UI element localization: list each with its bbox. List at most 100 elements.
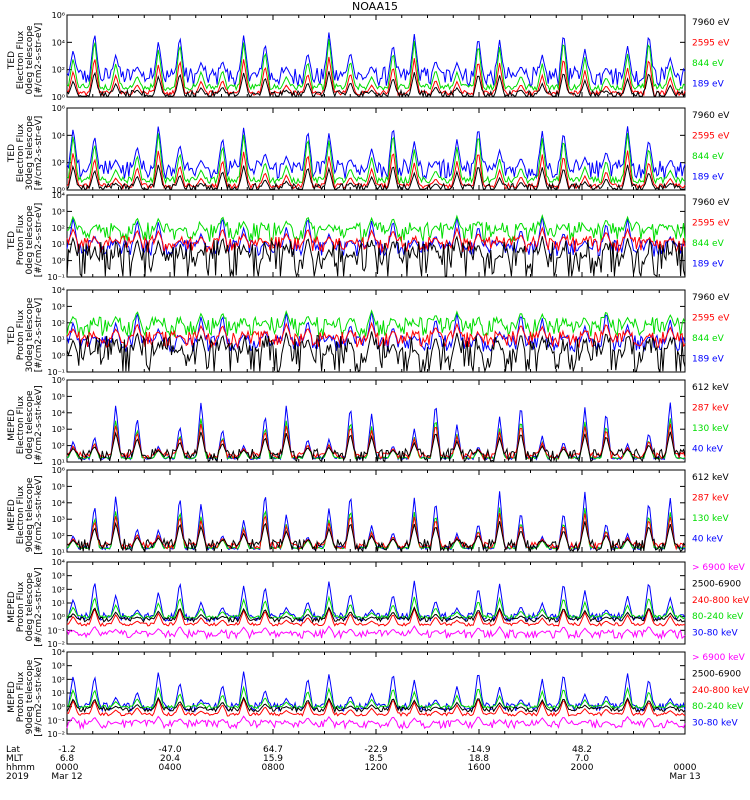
- x-axis-row-label: MLT: [6, 754, 24, 764]
- x-tick-label: -1.2: [58, 745, 76, 755]
- plot-frame: [66, 194, 686, 278]
- legend-entry: 844 eV: [692, 152, 725, 162]
- legend-entry: 844 eV: [692, 239, 725, 249]
- y-tick-label: 10³: [52, 207, 65, 216]
- y-axis-label: Proton Flux: [16, 671, 26, 722]
- y-tick-label: 10¹: [52, 599, 65, 608]
- y-tick-label: 10⁻²: [47, 730, 65, 739]
- legend-entry: 30-80 keV: [692, 629, 738, 639]
- y-axis-label: Electron Flux: [16, 395, 26, 454]
- x-tick-label: 2000: [571, 763, 594, 773]
- series-line: [66, 56, 686, 97]
- legend-entry: 80-240 keV: [692, 702, 744, 712]
- y-axis-label: [#/cm2-s-str-keV]: [34, 657, 44, 736]
- y-axis-label: [#/cm2-s-str-eV]: [34, 23, 44, 98]
- legend-entry: 2595 eV: [692, 219, 730, 229]
- y-axis-label: Electron Flux: [16, 123, 26, 182]
- y-tick-label: 10⁴: [52, 38, 65, 47]
- x-tick-label: 0000: [56, 763, 79, 773]
- y-tick-label: 10⁰: [52, 703, 65, 712]
- y-tick-label: 10²: [52, 159, 65, 168]
- y-tick-label: 10⁶: [52, 11, 65, 20]
- y-tick-label: 10⁻¹: [47, 626, 65, 635]
- y-tick-label: 10²: [52, 675, 65, 684]
- y-tick-label: 10²: [52, 442, 65, 451]
- y-axis-label: [#/cm2-s-str-eV]: [34, 298, 44, 373]
- y-axis-label: Proton Flux: [16, 309, 26, 360]
- y-tick-label: 10²: [52, 585, 65, 594]
- y-tick-label: 10⁴: [52, 191, 65, 200]
- y-tick-label: 10⁻¹: [47, 368, 65, 377]
- series-line: [66, 513, 686, 551]
- y-axis-label: Proton Flux: [16, 214, 26, 265]
- y-tick-label: 10¹: [52, 335, 65, 344]
- y-axis-label: 0deg telescope: [25, 572, 35, 642]
- y-tick-label: 10⁴: [52, 499, 65, 508]
- x-tick-label: 1600: [468, 763, 491, 773]
- series-line: [66, 685, 686, 710]
- y-tick-label: 10³: [52, 515, 65, 524]
- chart-title: NOAA15: [351, 0, 399, 13]
- series-line: [66, 71, 686, 99]
- y-tick-label: 10⁶: [52, 376, 65, 385]
- legend-entry: 30-80 keV: [692, 719, 738, 729]
- x-tick-label: Mar 12: [51, 772, 82, 782]
- y-axis-label: [#/cm2-s-str-eV]: [34, 203, 44, 278]
- legend-entry: 240-800 keV: [692, 686, 750, 696]
- y-axis-label: 90deg telescope: [25, 659, 35, 734]
- legend-entry: 189 eV: [692, 80, 725, 90]
- legend-entry: 7960 eV: [692, 111, 730, 121]
- y-axis-label: 0deg telescope: [25, 390, 35, 460]
- legend-entry: 844 eV: [692, 59, 725, 69]
- legend-entry: 80-240 keV: [692, 612, 744, 622]
- y-axis-label: Electron Flux: [16, 485, 26, 544]
- y-tick-label: 10⁰: [52, 93, 65, 102]
- y-tick-label: 10⁵: [52, 392, 65, 401]
- y-tick-label: 10²: [52, 224, 65, 233]
- legend-entry: 2500-6900: [692, 669, 741, 679]
- x-tick-label: -22.9: [364, 745, 388, 755]
- series-line: [66, 150, 686, 191]
- y-tick-label: 10⁰: [52, 257, 65, 266]
- series-line: [66, 235, 686, 278]
- series-line: [66, 606, 686, 624]
- y-axis-label: 90deg telescope: [25, 477, 35, 552]
- y-axis-label: Electron Flux: [16, 30, 26, 89]
- legend-entry: 130 keV: [692, 424, 729, 434]
- series-line: [66, 606, 686, 628]
- x-tick-label: -47.0: [158, 745, 182, 755]
- plot-frame: [66, 561, 686, 645]
- series-line: [66, 32, 686, 88]
- legend-entry: > 6900 keV: [692, 653, 746, 663]
- y-axis-label: [#/cm2-s-str-keV]: [34, 567, 44, 646]
- y-tick-label: 10¹: [52, 689, 65, 698]
- y-tick-label: 10¹: [52, 458, 65, 467]
- x-tick-label: 8.5: [369, 754, 383, 764]
- y-tick-label: 10¹: [52, 548, 65, 557]
- y-axis-label: 30deg telescope: [25, 115, 35, 190]
- series-line: [66, 595, 686, 620]
- legend-entry: 2500-6900: [692, 579, 741, 589]
- y-tick-label: 10¹: [52, 240, 65, 249]
- y-tick-label: 10⁻¹: [47, 716, 65, 725]
- y-axis-label: MEPED: [7, 409, 17, 441]
- y-tick-label: 10⁶: [52, 466, 65, 475]
- y-tick-label: 10³: [52, 425, 65, 434]
- x-axis-row-label: Lat: [6, 745, 21, 755]
- series-line: [66, 431, 686, 463]
- y-axis-label: MEPED: [7, 681, 17, 713]
- y-axis-label: MEPED: [7, 591, 17, 623]
- y-tick-label: 10²: [52, 66, 65, 75]
- series-line: [66, 625, 686, 641]
- legend-entry: 2595 eV: [692, 132, 730, 142]
- y-axis-label: 30deg telescope: [25, 297, 35, 372]
- series-line: [66, 214, 686, 244]
- series-line: [66, 696, 686, 714]
- x-tick-label: 0400: [159, 763, 182, 773]
- legend-entry: 40 keV: [692, 445, 724, 455]
- series-line: [66, 126, 686, 181]
- legend-entry: 612 keV: [692, 473, 729, 483]
- y-tick-label: 10⁶: [52, 104, 65, 113]
- legend-entry: 7960 eV: [692, 293, 730, 303]
- legend-entry: 189 eV: [692, 173, 725, 183]
